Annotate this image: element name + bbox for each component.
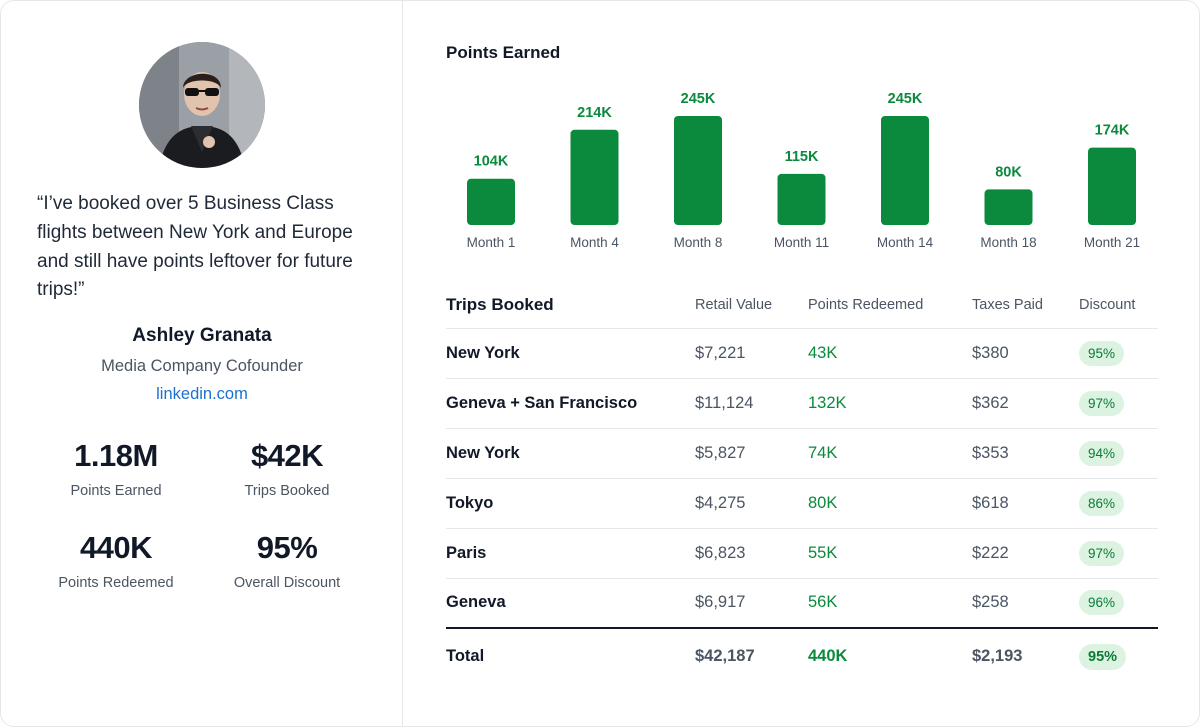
total-label: Total <box>446 627 695 684</box>
discount-cell: 95% <box>1079 327 1158 378</box>
discount-badge: 97% <box>1079 540 1125 566</box>
bar-month-1 <box>467 178 515 225</box>
author-role: Media Company Cofounder <box>101 357 303 375</box>
retail-cell: $6,917 <box>695 577 808 628</box>
stat-points-earned: 1.18M Points Earned <box>26 438 206 499</box>
stat-value: 1.18M <box>74 438 158 473</box>
destination-cell: New York <box>446 427 695 478</box>
points-cell: 80K <box>808 477 972 528</box>
destination-cell: Tokyo <box>446 477 695 528</box>
stat-value: 440K <box>79 530 153 565</box>
destination-cell: Geneva <box>446 577 695 628</box>
total-taxes: $2,193 <box>972 627 1079 684</box>
bar-month-8 <box>674 116 722 225</box>
stat-label: Points Redeemed <box>58 575 174 591</box>
retail-cell: $4,275 <box>695 477 808 528</box>
bar-value-label: 245K <box>681 91 716 107</box>
details-panel: Points Earned 104K Month 1 214K Month 4 245K… <box>403 1 1199 726</box>
stat-value: 95% <box>256 530 318 565</box>
bar-value-label: 80K <box>995 164 1022 180</box>
bar-value-label: 245K <box>888 91 923 107</box>
category-label: Month 11 <box>774 235 829 250</box>
discount-cell: 97% <box>1079 527 1158 578</box>
column-header: Taxes Paid <box>972 297 1043 314</box>
retail-cell: $5,827 <box>695 427 808 478</box>
avatar <box>139 42 265 168</box>
taxes-cell: $258 <box>972 577 1079 628</box>
discount-badge: 97% <box>1079 390 1125 416</box>
stat-overall-discount: 95% Overall Discount <box>197 530 377 591</box>
discount-badge: 94% <box>1079 440 1125 466</box>
column-header: Retail Value <box>695 297 773 314</box>
table-total-row: Total $42,187 440K $2,193 95% <box>446 627 1158 684</box>
stat-value: $42K <box>250 438 324 473</box>
stat-points-redeemed: 440K Points Redeemed <box>26 530 206 591</box>
linkedin-link[interactable]: linkedin.com <box>156 385 248 403</box>
discount-cell: 86% <box>1079 477 1158 528</box>
table-row: New York $7,221 43K $380 95% <box>446 327 1158 378</box>
stat-label: Trips Booked <box>244 483 330 499</box>
stat-trips-booked: $42K Trips Booked <box>197 438 377 499</box>
table-title: Trips Booked <box>446 295 554 315</box>
category-label: Month 18 <box>980 235 1036 250</box>
author-name: Ashley Granata <box>132 325 272 346</box>
points-cell: 55K <box>808 527 972 578</box>
discount-cell: 96% <box>1079 577 1158 628</box>
bar-month-18 <box>984 189 1033 225</box>
bar-month-4 <box>570 129 619 225</box>
table-row: Paris $6,823 55K $222 97% <box>446 527 1158 578</box>
table-row: Tokyo $4,275 80K $618 86% <box>446 477 1158 528</box>
taxes-cell: $353 <box>972 427 1079 478</box>
retail-cell: $7,221 <box>695 327 808 378</box>
points-earned-chart: 104K Month 1 214K Month 4 245K Month 8 115K Mon… <box>467 91 1141 250</box>
bar-month-11 <box>777 173 826 225</box>
chart-title: Points Earned <box>446 43 561 62</box>
stat-label: Overall Discount <box>233 575 341 591</box>
table-row: Geneva $6,917 56K $258 96% <box>446 577 1158 628</box>
total-discount-cell: 95% <box>1079 627 1158 684</box>
table-header-row: Trips Booked Retail Value Points Redeeme… <box>446 283 1158 328</box>
bar-value-label: 174K <box>1095 123 1130 139</box>
discount-badge: 86% <box>1079 490 1125 516</box>
destination-cell: Paris <box>446 527 695 578</box>
category-label: Month 4 <box>570 235 619 250</box>
discount-cell: 97% <box>1079 377 1158 428</box>
taxes-cell: $362 <box>972 377 1079 428</box>
category-label: Month 21 <box>1084 235 1140 250</box>
taxes-cell: $618 <box>972 477 1079 528</box>
category-label: Month 1 <box>467 235 516 250</box>
destination-cell: Geneva + San Francisco <box>446 377 695 428</box>
total-points: 440K <box>808 627 972 684</box>
trips-table: Trips Booked Retail Value Points Redeeme… <box>446 283 1158 684</box>
points-cell: 56K <box>808 577 972 628</box>
taxes-cell: $222 <box>972 527 1079 578</box>
table-row: New York $5,827 74K $353 94% <box>446 427 1158 478</box>
discount-cell: 94% <box>1079 427 1158 478</box>
discount-badge: 95% <box>1079 340 1125 366</box>
total-discount-badge: 95% <box>1079 643 1127 670</box>
column-header: Points Redeemed <box>808 297 924 314</box>
taxes-cell: $380 <box>972 327 1079 378</box>
destination-cell: New York <box>446 327 695 378</box>
category-label: Month 14 <box>877 235 934 250</box>
total-retail: $42,187 <box>695 627 808 684</box>
retail-cell: $6,823 <box>695 527 808 578</box>
points-cell: 74K <box>808 427 972 478</box>
points-cell: 43K <box>808 327 972 378</box>
bar-month-21 <box>1088 147 1136 225</box>
testimonial-panel: “I’ve booked over 5 Business Class fligh… <box>1 1 403 726</box>
bar-value-label: 115K <box>785 149 819 165</box>
bar-value-label: 104K <box>474 154 509 170</box>
bar-month-14 <box>881 116 929 225</box>
testimonial-quote: “I’ve booked over 5 Business Class fligh… <box>37 193 353 301</box>
discount-badge: 96% <box>1079 590 1125 616</box>
retail-cell: $11,124 <box>695 377 808 428</box>
bar-value-label: 214K <box>577 105 612 121</box>
column-header: Discount <box>1079 297 1136 314</box>
stat-label: Points Earned <box>70 483 162 499</box>
category-label: Month 8 <box>674 235 723 250</box>
points-cell: 132K <box>808 377 972 428</box>
table-row: Geneva + San Francisco $11,124 132K $362… <box>446 377 1158 428</box>
